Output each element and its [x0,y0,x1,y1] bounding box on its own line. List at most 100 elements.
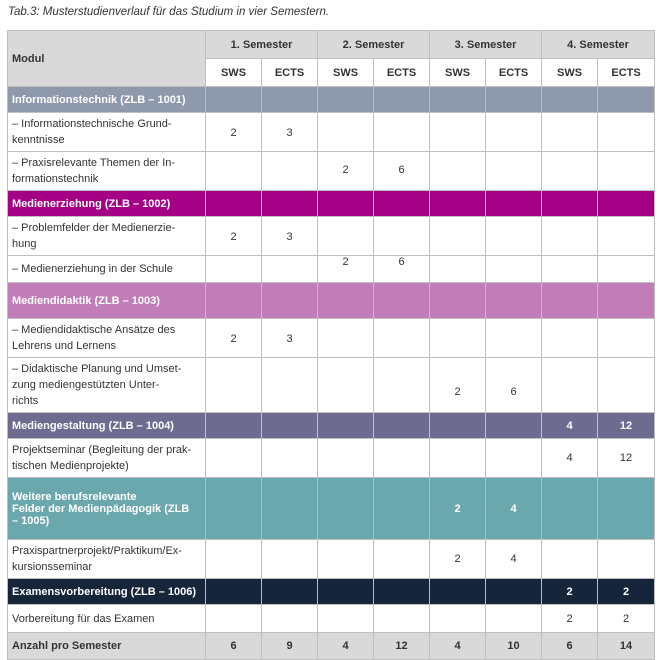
course-row: Projektseminar (Begleitung der prak-tisc… [7,438,656,478]
module-value [317,477,375,540]
module-value [373,578,431,605]
course-value [260,438,319,478]
module-value [205,190,262,217]
header-sws: SWS [429,58,487,87]
module-value [260,412,319,439]
module-value [541,477,599,540]
course-name: – Problemfelder der Medienerzie-hung [7,216,206,256]
module-value [205,282,262,319]
course-value [597,318,656,358]
summary-value: 4 [429,632,487,660]
course-name: – Didaktische Planung und Umset-zung med… [7,357,206,413]
course-value: 2 [205,318,262,358]
course-row: – Problemfelder der Medienerzie-hung 2 3 [7,216,656,256]
module-value: 4 [485,477,543,540]
module-value [541,190,599,217]
course-name: – Mediendidaktische Ansätze des Lehrens u… [7,318,206,358]
module-value [485,282,543,319]
header-ects: ECTS [373,58,431,87]
module-value [373,282,431,319]
module-value [429,86,487,113]
module-value [597,86,656,113]
course-value: 2 [429,357,487,413]
course-value [541,151,599,191]
course-value [597,216,656,256]
course-row: – Praxisrelevante Themen der In-formatio… [7,151,656,191]
course-value [373,216,431,256]
module-name: Examensvorbereitung (ZLB – 1006) [7,578,206,605]
module-row: Mediendidaktik (ZLB – 1003) [7,282,656,319]
module-value: 2 [541,578,599,605]
summary-value: 12 [373,632,431,660]
course-value: 6 [485,357,543,413]
module-value [317,190,375,217]
course-value [485,112,543,152]
module-name: Informationstechnik (ZLB – 1001) [7,86,206,113]
course-value: 2 [205,112,262,152]
course-value [597,357,656,413]
course-value [205,255,262,283]
module-value [260,477,319,540]
course-value [317,357,375,413]
course-value [597,112,656,152]
module-value [373,86,431,113]
course-value: 6 [373,255,431,283]
summary-value: 9 [260,632,319,660]
course-value [317,318,375,358]
module-value [205,86,262,113]
course-value [260,604,319,633]
module-value [260,190,319,217]
course-value [205,604,262,633]
course-value [541,318,599,358]
course-value: 2 [429,539,487,579]
course-value [205,438,262,478]
course-value [205,357,262,413]
module-value [205,578,262,605]
course-value: 3 [260,318,319,358]
course-value [317,604,375,633]
module-value: 2 [597,578,656,605]
course-value [429,255,487,283]
course-value: 2 [205,216,262,256]
course-value [429,216,487,256]
header-modul: Modul [7,30,206,87]
module-row: Weitere berufsrelevante Felder der Medien… [7,477,656,540]
module-value [205,412,262,439]
course-value [373,539,431,579]
course-value: 3 [260,112,319,152]
header-semester-2: 2. Semester [317,30,431,59]
summary-row: Anzahl pro Semester 6 9 4 12 4 10 6 14 [7,632,656,660]
module-value [485,190,543,217]
module-value [485,578,543,605]
header-semester-4: 4. Semester [541,30,656,59]
summary-value: 10 [485,632,543,660]
course-row: Vorbereitung für das Examen 2 2 [7,604,656,633]
course-value [317,539,375,579]
module-value: 2 [429,477,487,540]
course-value: 3 [260,216,319,256]
course-value [373,357,431,413]
course-value [317,112,375,152]
course-name: Praxispartnerprojekt/Praktikum/Ex-kursio… [7,539,206,579]
module-value [317,578,375,605]
course-value: 2 [317,255,375,283]
module-value [373,477,431,540]
course-value [205,539,262,579]
course-value: 6 [373,151,431,191]
module-value [429,412,487,439]
summary-value: 4 [317,632,375,660]
course-value [373,318,431,358]
module-name: Weitere berufsrelevante Felder der Medien… [7,477,206,540]
module-value [597,282,656,319]
module-value [541,282,599,319]
course-row: Praxispartnerprojekt/Praktikum/Ex-kursio… [7,539,656,579]
module-value [373,190,431,217]
course-value [485,151,543,191]
course-value: 4 [541,438,599,478]
module-row: Informationstechnik (ZLB – 1001) [7,86,656,113]
module-value [597,190,656,217]
course-value [429,112,487,152]
course-value [485,255,543,283]
summary-value: 14 [597,632,656,660]
header-ects: ECTS [485,58,543,87]
